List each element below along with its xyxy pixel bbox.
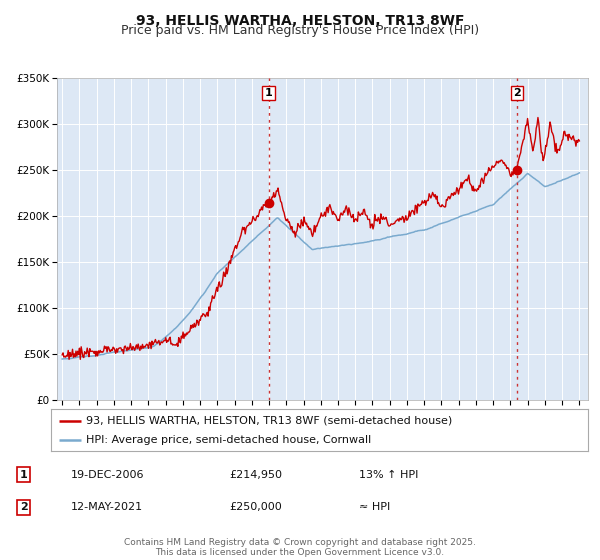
Text: 1: 1: [20, 469, 28, 479]
Text: 93, HELLIS WARTHA, HELSTON, TR13 8WF (semi-detached house): 93, HELLIS WARTHA, HELSTON, TR13 8WF (se…: [86, 416, 452, 426]
Text: 19-DEC-2006: 19-DEC-2006: [71, 469, 144, 479]
Text: 1: 1: [265, 88, 272, 98]
Text: 13% ↑ HPI: 13% ↑ HPI: [359, 469, 418, 479]
Text: Contains HM Land Registry data © Crown copyright and database right 2025.
This d: Contains HM Land Registry data © Crown c…: [124, 538, 476, 557]
Text: £250,000: £250,000: [229, 502, 282, 512]
Text: HPI: Average price, semi-detached house, Cornwall: HPI: Average price, semi-detached house,…: [86, 435, 371, 445]
Text: 2: 2: [513, 88, 521, 98]
Text: 93, HELLIS WARTHA, HELSTON, TR13 8WF: 93, HELLIS WARTHA, HELSTON, TR13 8WF: [136, 14, 464, 28]
Text: ≈ HPI: ≈ HPI: [359, 502, 390, 512]
Text: Price paid vs. HM Land Registry's House Price Index (HPI): Price paid vs. HM Land Registry's House …: [121, 24, 479, 37]
Text: £214,950: £214,950: [229, 469, 283, 479]
Text: 2: 2: [20, 502, 28, 512]
Text: 12-MAY-2021: 12-MAY-2021: [71, 502, 143, 512]
